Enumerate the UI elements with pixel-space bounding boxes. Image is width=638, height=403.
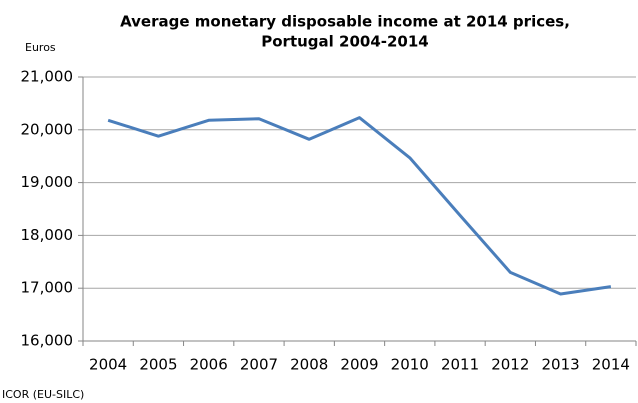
y-tick-label: 18,000 — [21, 226, 74, 244]
x-tick-label: 2008 — [290, 356, 328, 374]
y-tick-label: 20,000 — [21, 120, 74, 138]
chart-title: Average monetary disposable income at 20… — [120, 13, 570, 31]
x-tick-label: 2012 — [491, 356, 529, 374]
y-tick-label: 21,000 — [21, 68, 74, 86]
x-tick-label: 2005 — [139, 356, 177, 374]
y-tick-label: 19,000 — [21, 173, 74, 191]
x-tick-label: 2014 — [592, 356, 630, 374]
x-tick-label: 2013 — [541, 356, 579, 374]
y-tick-label: 16,000 — [21, 332, 74, 350]
y-axis-label: Euros — [25, 41, 56, 54]
x-tick-label: 2006 — [190, 356, 228, 374]
x-tick-label: 2007 — [240, 356, 278, 374]
source-note: ICOR (EU-SILC) — [2, 388, 84, 401]
chart-title: Portugal 2004-2014 — [261, 33, 429, 51]
x-tick-label: 2010 — [391, 356, 429, 374]
data-line — [107, 116, 612, 296]
x-tick-label: 2004 — [89, 356, 127, 374]
y-tick-label: 17,000 — [21, 279, 74, 297]
x-tick-label: 2011 — [441, 356, 479, 374]
x-tick-label: 2009 — [340, 356, 378, 374]
